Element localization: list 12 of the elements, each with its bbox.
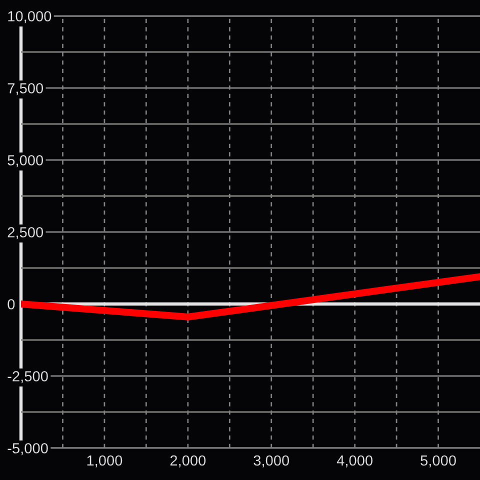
y-tick-label: 5,000 xyxy=(8,155,44,168)
x-tick-label: 4,000 xyxy=(336,455,372,468)
y-tick-label: -2,500 xyxy=(8,371,48,384)
x-tick-label: 5,000 xyxy=(420,455,456,468)
y-tick-label: 10,000 xyxy=(8,11,52,24)
x-tick-label: 3,000 xyxy=(254,455,290,468)
x-tick-label: 1,000 xyxy=(87,455,122,468)
y-tick-label: 2,500 xyxy=(8,227,44,240)
x-tick-label: 2,000 xyxy=(170,455,206,468)
y-tick-label: 7,500 xyxy=(8,83,44,96)
y-tick-label: 0 xyxy=(8,299,15,310)
y-tick-label: -5,000 xyxy=(8,443,48,456)
